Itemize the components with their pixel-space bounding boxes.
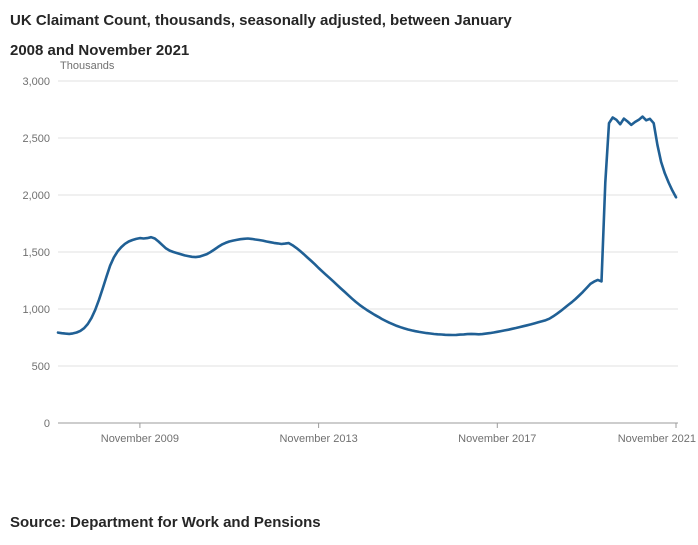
svg-text:November 2013: November 2013 — [279, 433, 357, 445]
svg-text:2,000: 2,000 — [22, 190, 50, 202]
svg-text:1,000: 1,000 — [22, 304, 50, 316]
svg-text:500: 500 — [32, 361, 50, 373]
chart-title-line2: 2008 and November 2021 — [10, 42, 190, 59]
svg-text:November 2009: November 2009 — [101, 433, 179, 445]
chart-title-line1: UK Claimant Count, thousands, seasonally… — [10, 12, 512, 29]
svg-text:0: 0 — [44, 418, 50, 430]
y-axis-units-label: Thousands — [60, 60, 115, 72]
chart-title: UK Claimant Count, thousands, seasonally… — [10, 6, 630, 66]
svg-text:3,000: 3,000 — [22, 76, 50, 88]
source-text: Source: Department for Work and Pensions — [10, 514, 321, 531]
svg-text:1,500: 1,500 — [22, 247, 50, 259]
svg-text:November 2017: November 2017 — [458, 433, 536, 445]
svg-text:2,500: 2,500 — [22, 133, 50, 145]
svg-text:November 2021: November 2021 — [618, 433, 696, 445]
line-chart: 0 500 1,000 1,500 2,000 2,500 3,000 November 20… — [22, 76, 696, 445]
